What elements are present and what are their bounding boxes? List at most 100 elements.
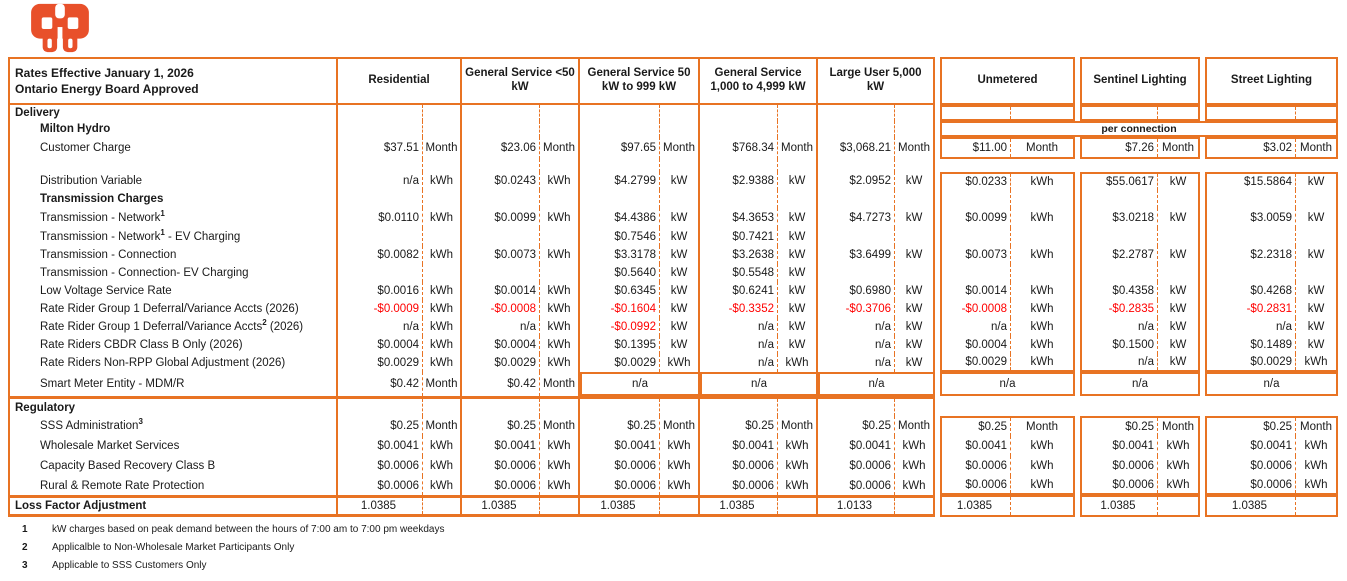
rate-cell: $4.3653 kW (700, 208, 818, 228)
rate-cell: $0.0006 kWh (338, 476, 462, 495)
cell-value: $7.26 (1082, 139, 1158, 157)
rate-cell: $0.0029 kWh (462, 354, 580, 372)
rate-cell (1080, 396, 1200, 416)
cell-unit: kW (788, 231, 806, 243)
row-label-cell: Transmission - Network1 - EV Charging (8, 228, 338, 246)
column-header: General Service 1,000 to 4,999 kW (700, 57, 818, 105)
cell-value (1207, 228, 1296, 246)
rate-cell: $0.0233 kWh (940, 172, 1075, 190)
column-header: Street Lighting (1205, 57, 1338, 105)
rate-cell: $55.0617 kW (1080, 172, 1200, 190)
rate-cell: $0.25 Month (462, 416, 580, 436)
cell-value: -$0.2831 (1207, 300, 1296, 318)
row-label: Rural & Remote Rate Protection (40, 479, 205, 492)
rate-cell (580, 159, 700, 172)
row-label: Customer Charge (40, 142, 131, 154)
cell-unit: kW (788, 321, 806, 333)
row-label-cell: Smart Meter Entity - MDM/R (8, 372, 338, 396)
table-row: Regulatory (8, 396, 1340, 416)
cell-value: $0.4268 (1207, 282, 1296, 300)
rate-cell: n/a (580, 372, 700, 396)
rate-cell (700, 105, 818, 121)
rate-cell: $3.3178 kW (580, 246, 700, 264)
rate-cell: $4.2799 kW (580, 172, 700, 190)
rate-cell: 1.0133 (818, 495, 935, 517)
cell-value: $0.0006 (700, 476, 778, 495)
rate-cell (940, 264, 1075, 282)
cell-unit: kW (1169, 339, 1187, 351)
cell-value: $0.0006 (818, 456, 895, 476)
row-label-cell: Transmission - Network1 (8, 208, 338, 228)
rate-cell: -$0.0008 kWh (462, 300, 580, 318)
row-label-cell: Distribution Variable (8, 172, 338, 190)
table-row: Transmission - Connection- EV Charging $0… (8, 264, 1340, 282)
cell-unit: kW (1169, 303, 1187, 315)
cell-unit: kW (905, 357, 923, 369)
cell-unit: kWh (430, 212, 453, 224)
rate-cell: $15.5864 kW (1205, 172, 1338, 190)
cell-value: $0.0073 (462, 246, 540, 264)
cell-value: $2.2318 (1207, 246, 1296, 264)
rate-cell: $2.2787 kW (1080, 246, 1200, 264)
row-label-cell: Transmission Charges (8, 190, 338, 208)
cell-unit: kW (905, 285, 923, 297)
cell-value: $0.0233 (942, 174, 1011, 190)
rate-cell: $0.0014 kWh (462, 282, 580, 300)
cell-value: $4.3653 (700, 208, 778, 228)
cell-value: $0.0014 (462, 282, 540, 300)
cell-unit: Month (898, 420, 930, 432)
rate-cell: $4.4386 kW (580, 208, 700, 228)
cell-value (462, 105, 540, 121)
cell-value: -$0.1604 (580, 300, 660, 318)
cell-unit: kWh (430, 303, 453, 315)
cell-unit: kWh (1030, 440, 1054, 452)
rate-cell: n/a kW (700, 336, 818, 354)
rate-cell (940, 159, 1075, 172)
row-label-cell: Rate Riders CBDR Class B Only (2026) (8, 336, 338, 354)
footnote: 2 Applicalble to Non-Wholesale Market Par… (8, 542, 908, 560)
cell-unit: kWh (430, 440, 453, 452)
rate-cell (940, 228, 1075, 246)
cell-value: $0.0006 (338, 476, 423, 495)
cell-unit: Month (898, 142, 930, 154)
footnote-number: 3 (22, 560, 28, 571)
cell-unit: kW (788, 212, 806, 224)
cell-value: $0.42 (338, 372, 423, 396)
rate-cell: $0.25 Month (818, 416, 935, 436)
cell-value: 1.0385 (1207, 497, 1296, 515)
rate-cell (818, 159, 935, 172)
cell-value: $15.5864 (1207, 174, 1296, 190)
cell-value: -$0.2835 (1082, 300, 1158, 318)
rate-cell: 1.0385 (940, 495, 1075, 517)
cell-unit: kWh (430, 285, 453, 297)
cell-value (580, 190, 660, 208)
rate-cell: $0.0041 kWh (818, 436, 935, 456)
cell-value: $0.0243 (462, 172, 540, 190)
rate-cell: -$0.3706 kW (818, 300, 935, 318)
cell-value: $0.0041 (338, 436, 423, 456)
cell-unit: kWh (547, 212, 571, 224)
cell-value: $0.0006 (1082, 476, 1158, 493)
cell-unit: kW (788, 303, 806, 315)
cell-value: n/a (338, 318, 423, 336)
rate-cell (338, 228, 462, 246)
cell-value (338, 399, 423, 416)
cell-unit: Month (425, 420, 458, 432)
cell-value: $11.00 (942, 139, 1011, 157)
cell-unit: kWh (547, 440, 571, 452)
cell-value (1207, 190, 1296, 208)
cell-unit: Month (1300, 421, 1332, 433)
row-label: Wholesale Market Services (40, 440, 180, 452)
rate-cell (700, 396, 818, 416)
cell-value: $0.0041 (1082, 436, 1158, 456)
table-row: Wholesale Market Services $0.0041 kWh $0.00… (8, 436, 1340, 456)
row-label: Milton Hydro (40, 123, 111, 135)
table-row: Smart Meter Entity - MDM/R $0.42 Month $0.4… (8, 372, 1340, 396)
cell-unit: kWh (785, 440, 809, 452)
rate-cell: $0.0006 kWh (818, 476, 935, 495)
cell-value (818, 121, 895, 137)
cell-unit: kW (905, 212, 923, 224)
cell-value: $0.6980 (818, 282, 895, 300)
cell-value (942, 264, 1011, 282)
cell-value: n/a (942, 318, 1011, 336)
